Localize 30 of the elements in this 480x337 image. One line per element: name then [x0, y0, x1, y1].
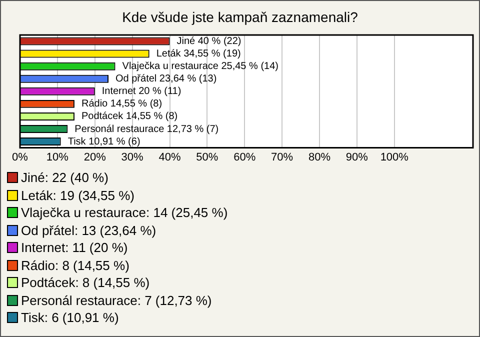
- category-label: Podtácek 14,55 % (8): [81, 111, 178, 122]
- category-label: Vlaječka u restaurace 25,45 % (14): [122, 61, 278, 72]
- category-label: Od přátel 23,64 % (13): [116, 74, 217, 85]
- category-label: Tisk 10,91 % (6): [68, 136, 140, 148]
- text: Personál restaurace: 7 (12,73 %): [21, 292, 212, 309]
- text: Internet: 11 (20 %): [21, 239, 128, 256]
- text: Tisk: 6 (10,91 %): [21, 309, 119, 326]
- text: Rádio: 8 (14,55 %): [21, 256, 130, 274]
- chart-title: Kde všude jste kampaň zaznamenali?: [121, 9, 359, 25]
- text: Vlaječka u restaurace: 14 (25,45 %): [21, 204, 228, 222]
- category-label: Rádio 14,55 % (8): [81, 98, 162, 110]
- x-tick-label: 30%: [121, 151, 144, 164]
- x-tick-label: 20%: [84, 151, 106, 164]
- x-tick-label: 100%: [380, 151, 409, 164]
- category-label: Jiné 40 % (22): [176, 36, 242, 48]
- category-label: Personál restaurace 12,73 % (7): [74, 124, 219, 135]
- x-tick-label: 70%: [271, 151, 294, 164]
- text: Od přátel: 13 (23,64 %): [21, 222, 156, 239]
- category-label: Leták 34,55 % (19): [156, 48, 241, 60]
- text: Jiné: 22 (40 %): [21, 169, 108, 186]
- x-tick-label: 0%: [12, 151, 28, 164]
- x-tick-label: 90%: [346, 151, 368, 164]
- x-tick-label: 10%: [46, 151, 69, 164]
- category-label: Internet 20 % (11): [102, 86, 182, 98]
- x-tick-label: 60%: [234, 151, 256, 164]
- x-tick-label: 50%: [196, 151, 218, 164]
- text: Podtácek: 8 (14,55 %): [21, 274, 150, 292]
- text: Leták: 19 (34,55 %): [21, 186, 134, 204]
- x-tick-label: 40%: [158, 151, 181, 164]
- x-tick-label: 80%: [308, 151, 331, 164]
